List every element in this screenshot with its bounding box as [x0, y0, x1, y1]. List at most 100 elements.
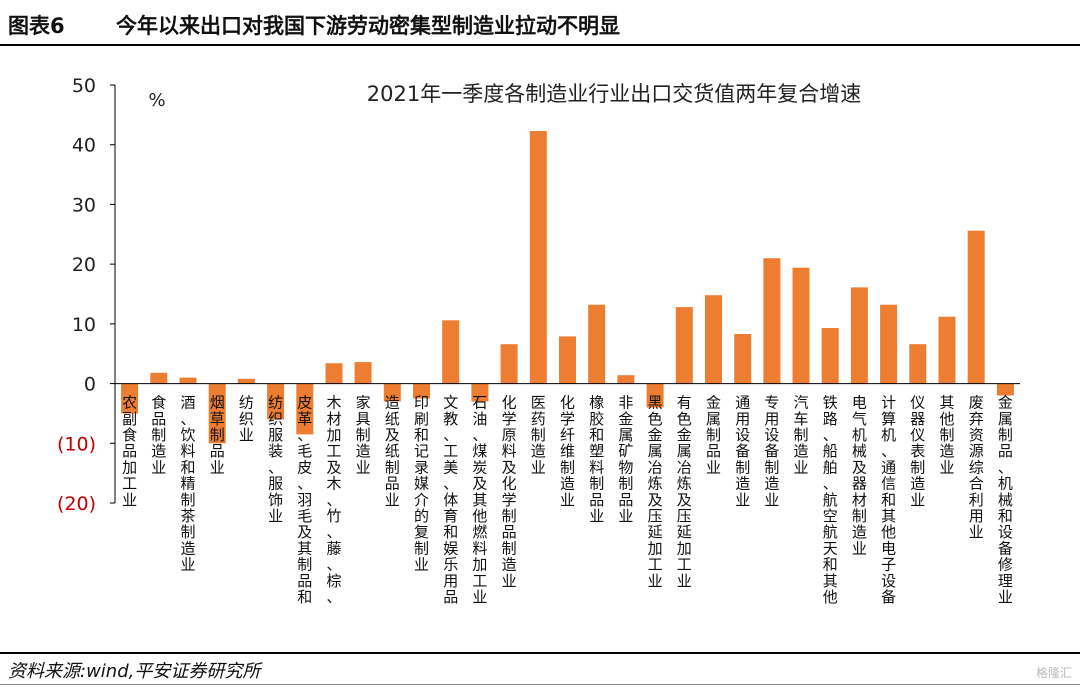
x-tick-label-glyph: 天: [823, 539, 838, 557]
x-tick-label-glyph: 副: [122, 410, 137, 428]
source-note: 资料来源:wind,平安证券研究所: [8, 661, 261, 682]
x-tick-label-glyph: 木: [326, 475, 341, 493]
x-tick-label-glyph: 、: [326, 588, 341, 606]
bar: [442, 320, 460, 384]
x-tick-label-glyph: 皮: [297, 394, 312, 412]
x-tick-label-glyph: 品: [443, 588, 458, 606]
x-tick-label-glyph: 备: [735, 442, 750, 460]
x-tick-label-glyph: 化: [560, 394, 575, 412]
x-tick-label-glyph: 他: [881, 523, 896, 541]
y-tick-label: 30: [72, 194, 96, 216]
x-tick-label-glyph: 橡: [589, 394, 604, 412]
x-tick-label-glyph: 原: [502, 426, 517, 444]
x-tick-label-glyph: 化: [502, 394, 517, 412]
x-tick-label-glyph: 媒: [414, 475, 429, 493]
x-tick-label: 家具制造业: [356, 394, 371, 477]
x-tick-label-glyph: 织: [268, 410, 283, 428]
x-tick-label-glyph: 空: [823, 507, 838, 525]
x-tick-label-glyph: 其: [472, 491, 487, 509]
bar: [646, 383, 664, 408]
x-tick-label-glyph: 用: [764, 410, 779, 428]
bar: [821, 328, 839, 384]
x-tick-label-glyph: 和: [823, 556, 838, 574]
x-tick-label-glyph: 信: [881, 475, 896, 493]
x-tick-label-glyph: 毛: [297, 442, 312, 460]
x-tick-label-glyph: 用: [969, 507, 984, 525]
x-tick-label-glyph: 药: [531, 410, 546, 428]
x-tick-label: 食品制造业: [151, 394, 166, 477]
x-tick-label-glyph: 械: [998, 491, 1013, 509]
x-tick-label-glyph: 制: [764, 458, 779, 476]
x-tick-label-glyph: 电: [881, 539, 896, 557]
x-tick-label-glyph: 、: [326, 491, 341, 509]
x-tick-label-glyph: 制: [297, 556, 312, 574]
x-tick-label-glyph: 属: [618, 426, 633, 444]
x-tick-label-glyph: 子: [881, 556, 896, 574]
x-tick-label-glyph: 革: [297, 410, 312, 428]
x-tick-label-glyph: 制: [852, 507, 867, 525]
x-tick-label-glyph: 合: [969, 475, 984, 493]
x-tick-label-glyph: 色: [648, 410, 663, 428]
x-tick-label: 黑色金属冶炼及压延加工业: [648, 394, 663, 590]
x-tick-label: 皮革、毛皮、羽毛及其制品和: [297, 394, 312, 606]
figure-title: 今年以来出口对我国下游劳动密集型制造业拉动不明显: [116, 14, 620, 38]
x-tick-label-glyph: 金: [998, 394, 1013, 412]
bar: [237, 378, 255, 384]
x-tick-label-glyph: 棕: [326, 572, 341, 590]
x-tick-label-glyph: 和: [443, 523, 458, 541]
x-tick-label-glyph: 备: [881, 588, 896, 606]
x-tick-label-glyph: 及: [326, 458, 341, 476]
x-tick-label-glyph: 介: [414, 491, 429, 509]
x-tick-label-glyph: 石: [472, 394, 487, 412]
x-tick-label-glyph: 、: [268, 458, 283, 476]
bar: [617, 375, 635, 384]
x-tick-label-glyph: 工: [443, 442, 458, 460]
bar: [267, 383, 285, 420]
x-tick-label-glyph: 煤: [472, 442, 487, 460]
bar: [792, 267, 810, 384]
x-tick-label-glyph: 电: [852, 394, 867, 412]
x-tick-label-glyph: 业: [151, 458, 166, 476]
x-tick-label-glyph: 属: [677, 442, 692, 460]
x-tick-label-glyph: 铁: [823, 394, 838, 412]
x-tick-label-glyph: 设: [998, 523, 1013, 541]
x-tick-label-glyph: 业: [531, 458, 546, 476]
x-tick-label-glyph: 服: [268, 426, 283, 444]
x-tick-label-glyph: 工: [472, 572, 487, 590]
x-tick-label-glyph: 属: [706, 410, 721, 428]
x-tick-label-glyph: 制: [210, 426, 225, 444]
x-tick-label-glyph: 造: [180, 539, 195, 557]
x-tick-label-glyph: 制: [793, 426, 808, 444]
x-tick-label-glyph: 备: [998, 539, 1013, 557]
bar: [150, 372, 168, 384]
x-tick-label: 电气机械及器材制造业: [852, 394, 867, 558]
x-tick-label-glyph: 表: [910, 442, 925, 460]
x-tick-label-glyph: 其: [823, 572, 838, 590]
x-tick-label-glyph: 造: [764, 475, 779, 493]
x-tick-label-glyph: 炼: [677, 475, 692, 493]
x-tick-label-glyph: 修: [998, 556, 1013, 574]
x-tick-label-glyph: 金: [618, 410, 633, 428]
x-tick-label-glyph: 娱: [443, 539, 458, 557]
x-tick-label-glyph: 业: [706, 458, 721, 476]
bar-chart: 2021年一季度各制造业行业出口交货值两年复合增速 % 50 40 30 20 10 0 (…: [57, 75, 1020, 606]
x-tick-label-glyph: 制: [502, 507, 517, 525]
x-tick-label-glyph: 茶: [180, 507, 195, 525]
x-tick-label-glyph: 造: [735, 475, 750, 493]
x-tick-label-glyph: 烟: [210, 394, 225, 412]
x-tick-label-glyph: 船: [823, 442, 838, 460]
x-tick-label-glyph: 业: [998, 588, 1013, 606]
x-tick-label-glyph: 和: [414, 426, 429, 444]
x-tick-label-glyph: 仪: [910, 426, 925, 444]
x-tick-label-glyph: 舶: [823, 458, 838, 476]
bar: [529, 131, 547, 384]
x-tick-label-glyph: 用: [443, 572, 458, 590]
x-tick-label-glyph: 学: [502, 410, 517, 428]
x-tick-label-glyph: 算: [881, 410, 896, 428]
x-tick-label-glyph: 及: [385, 426, 400, 444]
y-tick-label: 10: [72, 314, 96, 336]
x-tick-label-glyph: 、: [443, 475, 458, 493]
x-tick-label-glyph: 记: [414, 442, 429, 460]
x-tick-label-glyph: 材: [326, 410, 341, 428]
x-tick-label-glyph: 制: [180, 491, 195, 509]
